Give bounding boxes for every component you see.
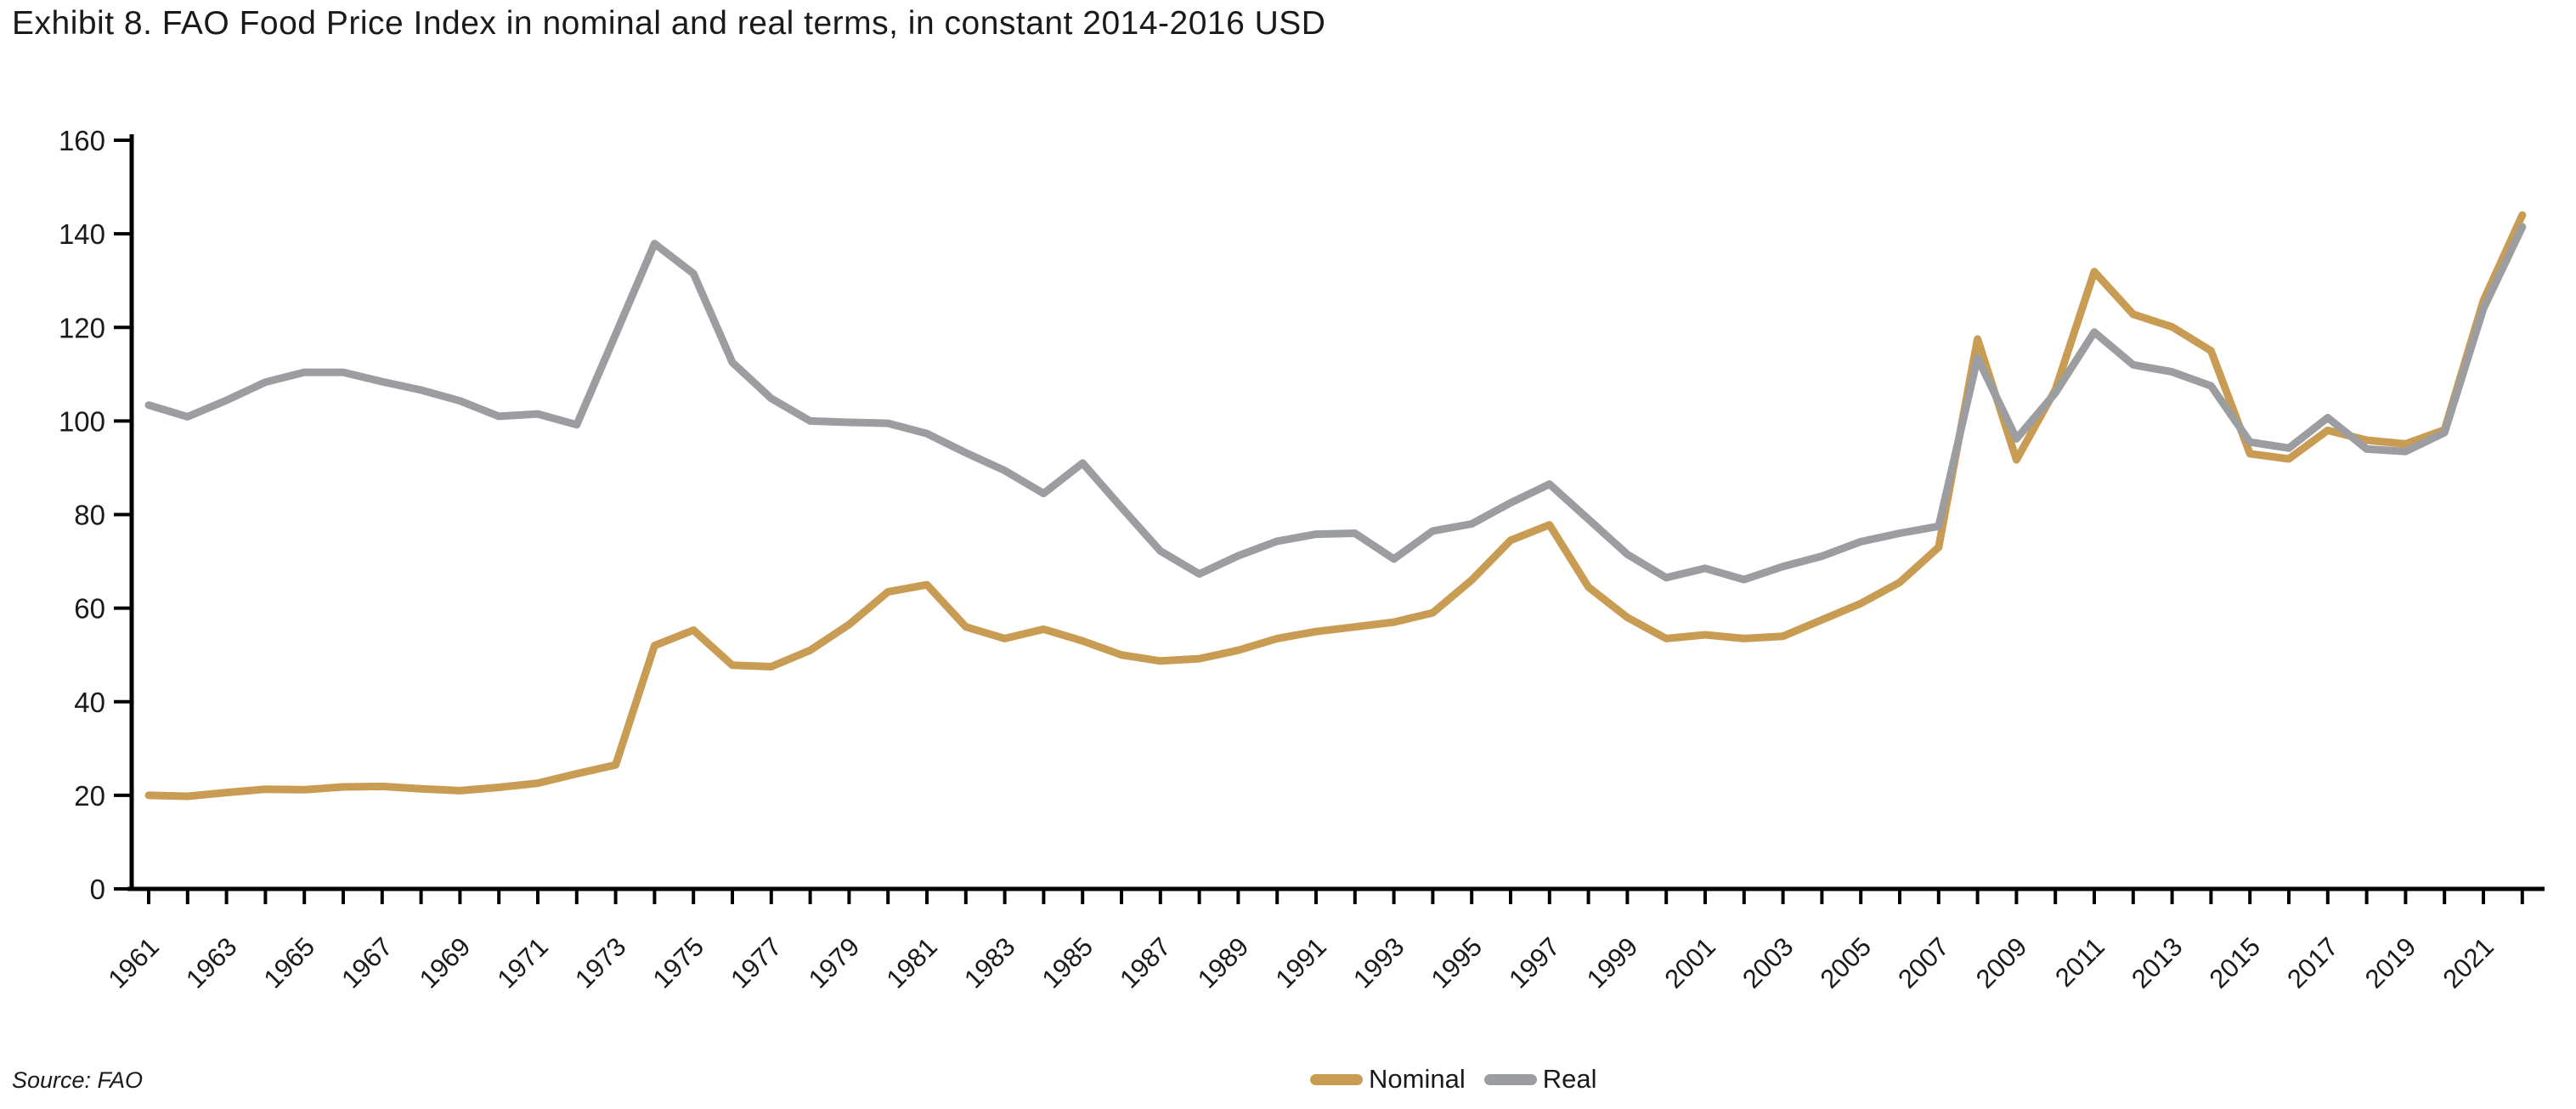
x-axis-tick-label: 1983 bbox=[958, 931, 1021, 994]
x-axis-tick-label: 2021 bbox=[2437, 931, 2500, 994]
x-axis-tick-label: 2001 bbox=[1658, 931, 1721, 994]
x-axis-tick-label: 2007 bbox=[1892, 931, 1955, 994]
x-axis-tick-label: 1989 bbox=[1192, 931, 1255, 994]
x-axis-tick-label: 2005 bbox=[1815, 931, 1878, 994]
legend-label-real: Real bbox=[1542, 1064, 1597, 1094]
x-axis-tick-label: 1963 bbox=[180, 931, 243, 994]
x-axis-tick-label: 1975 bbox=[647, 931, 710, 994]
x-axis-tick-label: 1991 bbox=[1269, 931, 1332, 994]
x-axis-tick-label: 1971 bbox=[491, 931, 554, 994]
x-axis-tick-label: 1961 bbox=[102, 931, 165, 994]
x-axis-tick-label: 2009 bbox=[1970, 931, 2033, 994]
x-axis-tick-label: 1995 bbox=[1426, 931, 1489, 994]
x-axis-tick-label: 1993 bbox=[1347, 931, 1410, 994]
y-axis-tick-label: 0 bbox=[90, 874, 105, 905]
x-axis-tick-label: 1985 bbox=[1037, 931, 1099, 994]
y-axis-tick-label: 140 bbox=[59, 218, 105, 250]
x-axis-tick-label: 1997 bbox=[1503, 931, 1566, 994]
x-axis-tick-label: 2015 bbox=[2204, 931, 2267, 994]
y-axis-tick-label: 80 bbox=[74, 500, 105, 531]
nominal-line-swatch-icon bbox=[1310, 1073, 1363, 1085]
x-axis-tick-label: 1973 bbox=[569, 931, 632, 994]
x-axis-tick-label: 1967 bbox=[336, 931, 398, 994]
legend-label-nominal: Nominal bbox=[1369, 1064, 1466, 1094]
chart-svg: 0 20 40 60 80 100 120 140 160 1961 1963 1965 1967 196… bbox=[59, 125, 2545, 994]
x-axis-tick-label: 2003 bbox=[1737, 931, 1799, 994]
real-line-swatch-icon bbox=[1483, 1073, 1537, 1085]
y-axis-tick-label: 20 bbox=[74, 780, 105, 812]
x-axis-tick-label: 2019 bbox=[2359, 931, 2422, 994]
x-axis-tick-label: 1969 bbox=[414, 931, 477, 994]
source-note: Source: FAO bbox=[12, 1067, 144, 1093]
legend-item-real: Real bbox=[1483, 1064, 1597, 1095]
x-axis-tick-label: 1977 bbox=[725, 931, 788, 994]
y-axis-tick-label: 160 bbox=[59, 125, 105, 156]
page-title: Exhibit 8. FAO Food Price Index in nomin… bbox=[12, 5, 1326, 42]
chart-legend: Nominal Real bbox=[1310, 1064, 1596, 1095]
legend-item-nominal: Nominal bbox=[1310, 1064, 1466, 1095]
x-axis-tick-label: 2013 bbox=[2126, 931, 2189, 994]
x-axis-tick-label: 2011 bbox=[2049, 931, 2110, 993]
y-axis-tick-label: 60 bbox=[74, 593, 105, 625]
y-axis-tick-label: 40 bbox=[74, 687, 105, 718]
x-axis-tick-label: 1981 bbox=[880, 931, 943, 994]
nominal-line bbox=[144, 211, 2527, 801]
x-axis-tick-label: 2017 bbox=[2281, 931, 2344, 994]
chart-area: 0 20 40 60 80 100 120 140 160 1961 1963 1965 1967 196… bbox=[59, 125, 2545, 994]
x-axis-tick-label: 1999 bbox=[1581, 931, 1644, 994]
y-axis-tick-label: 100 bbox=[59, 405, 105, 437]
real-line bbox=[144, 223, 2527, 584]
x-axis-tick-label: 1965 bbox=[258, 931, 321, 994]
x-axis-tick-label: 1987 bbox=[1114, 931, 1177, 994]
x-axis-tick-label: 1979 bbox=[803, 931, 866, 994]
y-axis-tick-label: 120 bbox=[59, 312, 105, 343]
